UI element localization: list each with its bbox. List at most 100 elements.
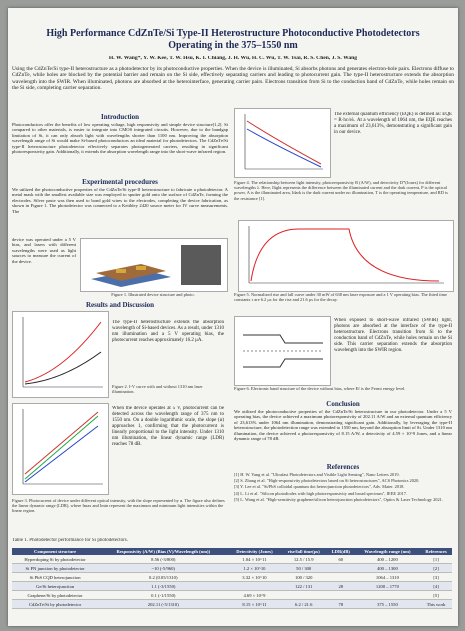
table-cell: Ge/Si heterojunction xyxy=(12,582,98,591)
paragraph: The type-II heterostructure extends the … xyxy=(112,320,224,368)
poster: High Performance CdZnTe/Si Type-II Heter… xyxy=(8,8,458,626)
heading: Results and Discussion xyxy=(12,301,228,309)
table-cell: 1.2 × 10^10 xyxy=(228,564,280,573)
page: High Performance CdZnTe/Si Type-II Heter… xyxy=(0,0,465,631)
column-header: Component structure xyxy=(12,548,98,555)
table-cell: 8.56 (-3/800) xyxy=(98,555,228,564)
table-cell: Si PN junction by photodetector xyxy=(12,564,98,573)
table-cell: 50 / 300 xyxy=(281,564,327,573)
paragraph: The external quantum efficiency (EQE) is… xyxy=(334,112,452,176)
table-cell: 12.5 / 15.9 xyxy=(281,555,327,564)
paragraph: When exposed to short-wave infrared (SWI… xyxy=(334,318,452,382)
figure-caption: Figure 1. Illustrated device structure a… xyxy=(80,292,226,297)
table-cell: 1064 – 1310 xyxy=(355,573,421,582)
reference: [3] Y. Lee et al. "Si/PbS colloidal quan… xyxy=(234,484,452,489)
column-header: rise/fall time(μs) xyxy=(281,548,327,555)
paragraph: We utilized the photoconductive properti… xyxy=(12,187,228,236)
axes xyxy=(245,114,323,169)
curve xyxy=(25,352,101,384)
table-cell xyxy=(355,591,421,600)
table-cell: 8.15 × 10^11 xyxy=(228,600,280,609)
table-cell: CdZnTe/Si by photodetector xyxy=(12,600,98,609)
table-cell: 28 xyxy=(327,582,355,591)
curve xyxy=(251,229,439,281)
table-cell xyxy=(327,573,355,582)
curve xyxy=(247,121,321,164)
figure-5 xyxy=(238,220,454,292)
paragraph: When the device operates at 5 V, photocu… xyxy=(112,406,224,496)
figure-caption: Figure 5. Normalized rise and fall curve… xyxy=(234,292,452,314)
electrode xyxy=(136,266,146,270)
column-header: Responsivity (A/W) (Bias (V)/Wavelength … xyxy=(98,548,228,555)
figure-1 xyxy=(80,238,228,292)
figure-6 xyxy=(234,316,331,386)
curve xyxy=(25,412,98,474)
table-caption: Table 1. Photodetector performance for S… xyxy=(12,538,312,543)
table-cell: 6.2 / 21.6 xyxy=(281,600,327,609)
reference: [4] L. Li et al. "Silicon photodiodes wi… xyxy=(234,491,452,496)
table-cell: 375 – 1550 xyxy=(355,600,421,609)
curve xyxy=(25,426,98,482)
axes xyxy=(23,317,103,387)
table-cell: Si PbS CQD heterojunction xyxy=(12,573,98,582)
table-cell: [5] xyxy=(420,591,452,600)
table-cell: 122 / 131 xyxy=(281,582,327,591)
heading: Introduction xyxy=(12,113,228,121)
heading: Conclusion xyxy=(234,400,452,408)
table-cell: 78 xyxy=(327,600,355,609)
table-cell: 202.11 (-5/1310) xyxy=(98,600,228,609)
table-cell: Hyperdoping Si by photodetector xyxy=(12,555,98,564)
table-cell: 60 xyxy=(327,555,355,564)
table-cell: Graphene/Si by photodetector xyxy=(12,591,98,600)
table-cell: This work xyxy=(420,600,452,609)
table-cell: 4.69 × 10^9 xyxy=(228,591,280,600)
figure-4 xyxy=(234,108,331,178)
device-photo xyxy=(181,245,221,285)
reference: [2] S. Zhang et al. "High-responsivity p… xyxy=(234,478,452,483)
paragraph: device was operated under a 5 V bias, an… xyxy=(12,237,76,291)
curve xyxy=(25,322,101,382)
column-header: LDR(dB) xyxy=(327,548,355,555)
table-cell: 400 – 1300 xyxy=(355,564,421,573)
axes xyxy=(249,226,444,283)
table-cell xyxy=(327,591,355,600)
column-header: Wavelength range (nm) xyxy=(355,548,421,555)
table-cell: ~10 (-5/960) xyxy=(98,564,228,573)
table-cell: [3] xyxy=(420,573,452,582)
authors: H. W. Wang*, Y. W. Kee, T. W. Hsu, K. I.… xyxy=(28,56,438,61)
table-cell xyxy=(281,591,327,600)
column-header: Detectivity (Jones) xyxy=(228,548,280,555)
table-cell: [1] xyxy=(420,555,452,564)
reference-list: [1] H. W. Yang et al. "Ultrafast Photode… xyxy=(234,472,452,503)
table-cell: 400 – 1200 xyxy=(355,555,421,564)
table-cell xyxy=(327,564,355,573)
figure-caption: Figure 2. I-V curve with and without 131… xyxy=(112,384,224,394)
reference: [5] L. Wang et al. "High-sensitivity gra… xyxy=(234,497,452,502)
table-cell: 3.32 × 10^10 xyxy=(228,573,280,582)
figure-3 xyxy=(12,403,109,495)
table-cell: 0.1 (-1/1550) xyxy=(98,591,228,600)
table-cell: [2] xyxy=(420,564,452,573)
column-header: References xyxy=(420,548,452,555)
paragraph: We utilized the photoconductive properti… xyxy=(234,409,452,461)
paragraph: Photoconductors offer the benefits of lo… xyxy=(12,122,228,177)
curve xyxy=(247,129,321,167)
title: High Performance CdZnTe/Si Type-II Heter… xyxy=(28,28,438,52)
reference: [1] H. W. Yang et al. "Ultrafast Photode… xyxy=(234,472,452,477)
table-cell: 1200 – 1770 xyxy=(355,582,421,591)
table-cell: [4] xyxy=(420,582,452,591)
table-cell: 1.04 × 10^11 xyxy=(228,555,280,564)
abstract: Using the CdZnTe/Si type-II heterostruct… xyxy=(12,66,454,110)
table-cell xyxy=(228,582,280,591)
heading: Experimental procedures xyxy=(12,178,228,186)
figure-caption: Figure 3. Photocurrent of device under d… xyxy=(12,498,228,530)
electrode xyxy=(116,269,126,273)
figure-caption: Figure 6. Electronic band structure of t… xyxy=(234,386,452,391)
